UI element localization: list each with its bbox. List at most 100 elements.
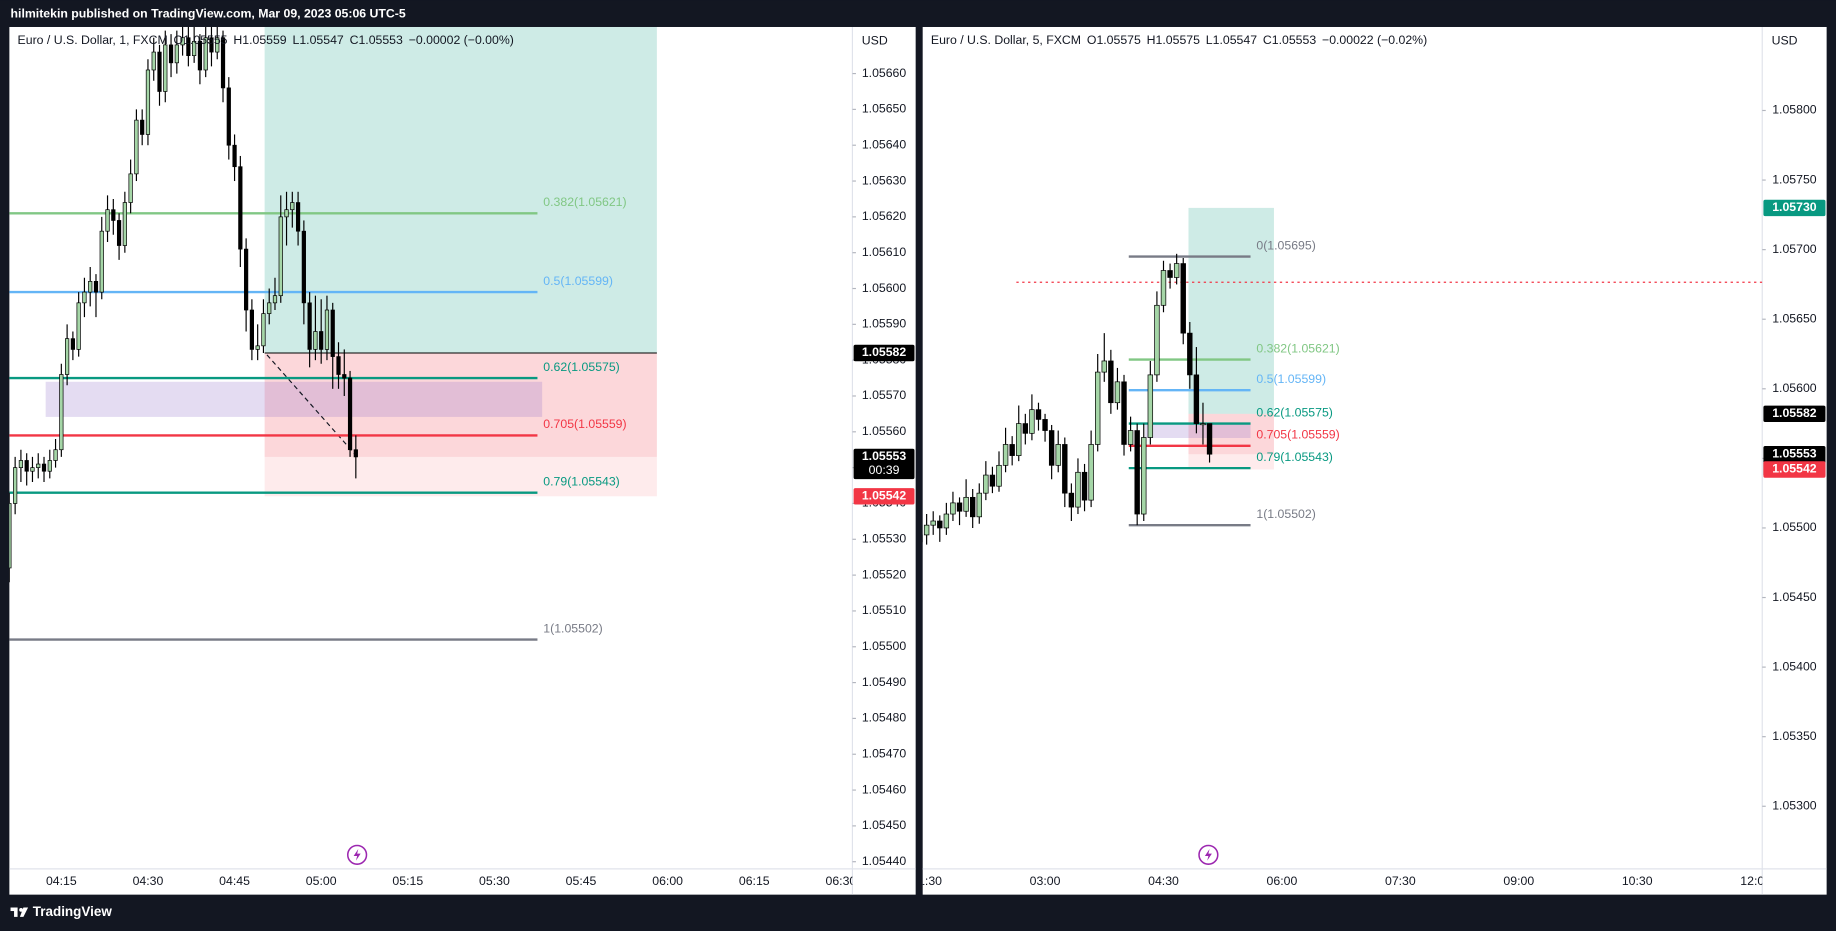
y-tick-label: 1.05610 <box>862 245 907 259</box>
symbol-legend: Euro / U.S. Dollar, 1, FXCM O1.05555 H1.05… <box>18 33 514 47</box>
candle-body <box>192 40 197 57</box>
candle-body <box>1114 381 1121 404</box>
candle-body <box>319 331 324 350</box>
x-tick-label: 06:15 <box>739 874 770 888</box>
candle-body <box>937 520 943 529</box>
y-tick-label: 1.05630 <box>862 173 907 187</box>
candle-body <box>1200 423 1206 426</box>
highlight-box <box>45 381 543 417</box>
candle-body <box>24 460 29 472</box>
candle-body <box>336 356 341 375</box>
y-tick-label: 1.05300 <box>1772 799 1817 813</box>
price-tag-label: 1.05553 <box>1772 446 1817 460</box>
price-tag-label: 1.05553 <box>862 449 907 463</box>
brand-logo <box>10 907 29 917</box>
ohlc-value: O1.05555 <box>174 33 228 47</box>
candle-body <box>278 216 283 297</box>
y-tick-label: 1.05500 <box>862 639 907 653</box>
symbol-name: Euro / U.S. Dollar, 5, FXCM <box>931 33 1081 47</box>
price-tag <box>853 448 915 480</box>
candle-body <box>989 474 996 487</box>
y-tick-label: 1.05460 <box>862 782 907 796</box>
candle-body <box>249 309 254 350</box>
candle-body <box>1160 270 1167 306</box>
fib-label: 0.382(1.05621) <box>1256 341 1339 355</box>
candle-body <box>168 44 174 64</box>
candle-body <box>9 503 12 569</box>
y-tick-label: 1.05470 <box>862 746 907 760</box>
candle-body <box>1088 444 1094 501</box>
candle-body <box>65 338 70 375</box>
candle-body <box>157 51 162 92</box>
candle-body <box>59 374 64 451</box>
candle-body <box>1154 304 1160 376</box>
loss-zone <box>264 352 657 457</box>
x-tick-label: 07:30 <box>1385 874 1416 888</box>
fib-label: 0.62(1.05575) <box>1256 405 1332 419</box>
y-tick-label: 1.05450 <box>1772 590 1817 604</box>
price-tag-label: 1.05582 <box>1772 406 1817 420</box>
candle-body <box>1016 423 1022 456</box>
pane-left <box>9 26 916 895</box>
candle-body <box>209 37 214 53</box>
candle-body <box>145 69 151 135</box>
candle-body <box>93 280 99 293</box>
y-tick-label: 1.05350 <box>1772 729 1817 743</box>
y-tick-label: 1.05480 <box>862 711 907 725</box>
x-tick-label: 12:00 <box>1740 874 1771 888</box>
y-tick-label: 1.05560 <box>862 424 907 438</box>
y-tick-label: 1.05800 <box>1772 103 1817 117</box>
countdown: 00:39 <box>869 463 900 477</box>
publish-info: hilmitekin published on TradingView.com,… <box>11 6 406 20</box>
currency: USD <box>862 33 888 47</box>
candle-body <box>956 502 963 512</box>
x-tick-label: 05:15 <box>392 874 423 888</box>
candle-body <box>174 44 179 64</box>
candle-body <box>116 220 122 246</box>
candle-body <box>1167 270 1173 278</box>
y-tick-label: 1.05620 <box>862 209 907 223</box>
currency: USD <box>1772 33 1798 47</box>
candle-body <box>47 460 52 472</box>
candle-body <box>1187 332 1193 376</box>
x-tick-label: 04:15 <box>46 874 77 888</box>
candle-body <box>1009 444 1015 456</box>
y-tick-label: 1.05600 <box>1772 381 1817 395</box>
y-tick-label: 1.05400 <box>1772 659 1817 673</box>
candle-body <box>1042 419 1048 431</box>
candle-body <box>1180 263 1186 334</box>
fib-label: 0.382(1.05621) <box>543 195 626 209</box>
x-tick-label: 04:30 <box>1148 874 1179 888</box>
candle-body <box>36 463 41 468</box>
fib-label: 0(1.05695) <box>1256 238 1315 252</box>
trend-line <box>266 354 358 458</box>
candle-body <box>1108 360 1114 404</box>
candle-body <box>232 144 237 168</box>
candle-body <box>197 40 203 71</box>
x-tick-label: 05:45 <box>566 874 597 888</box>
candle-body <box>1173 263 1180 278</box>
y-tick-label: 1.05650 <box>862 102 907 116</box>
candle-body <box>1075 471 1081 508</box>
ohlc-value: −0.00002 (−0.00%) <box>409 33 514 47</box>
candle-body <box>324 309 330 350</box>
x-tick-label: 04:30 <box>133 874 164 888</box>
pane-right <box>922 26 1827 895</box>
ohlc-value: C1.05553 <box>350 33 403 47</box>
ohlc-value: L1.05547 <box>293 33 344 47</box>
candle-body <box>53 449 58 461</box>
candle-body <box>41 463 47 472</box>
candle-body <box>943 513 950 529</box>
candle-body <box>1134 430 1140 515</box>
candle-body <box>261 313 266 347</box>
price-tag <box>1763 405 1826 423</box>
price-tag <box>853 488 915 505</box>
x-tick-label: 03:00 <box>1030 874 1061 888</box>
price-tag <box>853 344 915 362</box>
candle-body <box>122 202 127 246</box>
candle-body <box>295 202 301 232</box>
candle-body <box>307 302 312 350</box>
candle-body <box>140 119 145 135</box>
y-tick-label: 1.05530 <box>862 532 907 546</box>
